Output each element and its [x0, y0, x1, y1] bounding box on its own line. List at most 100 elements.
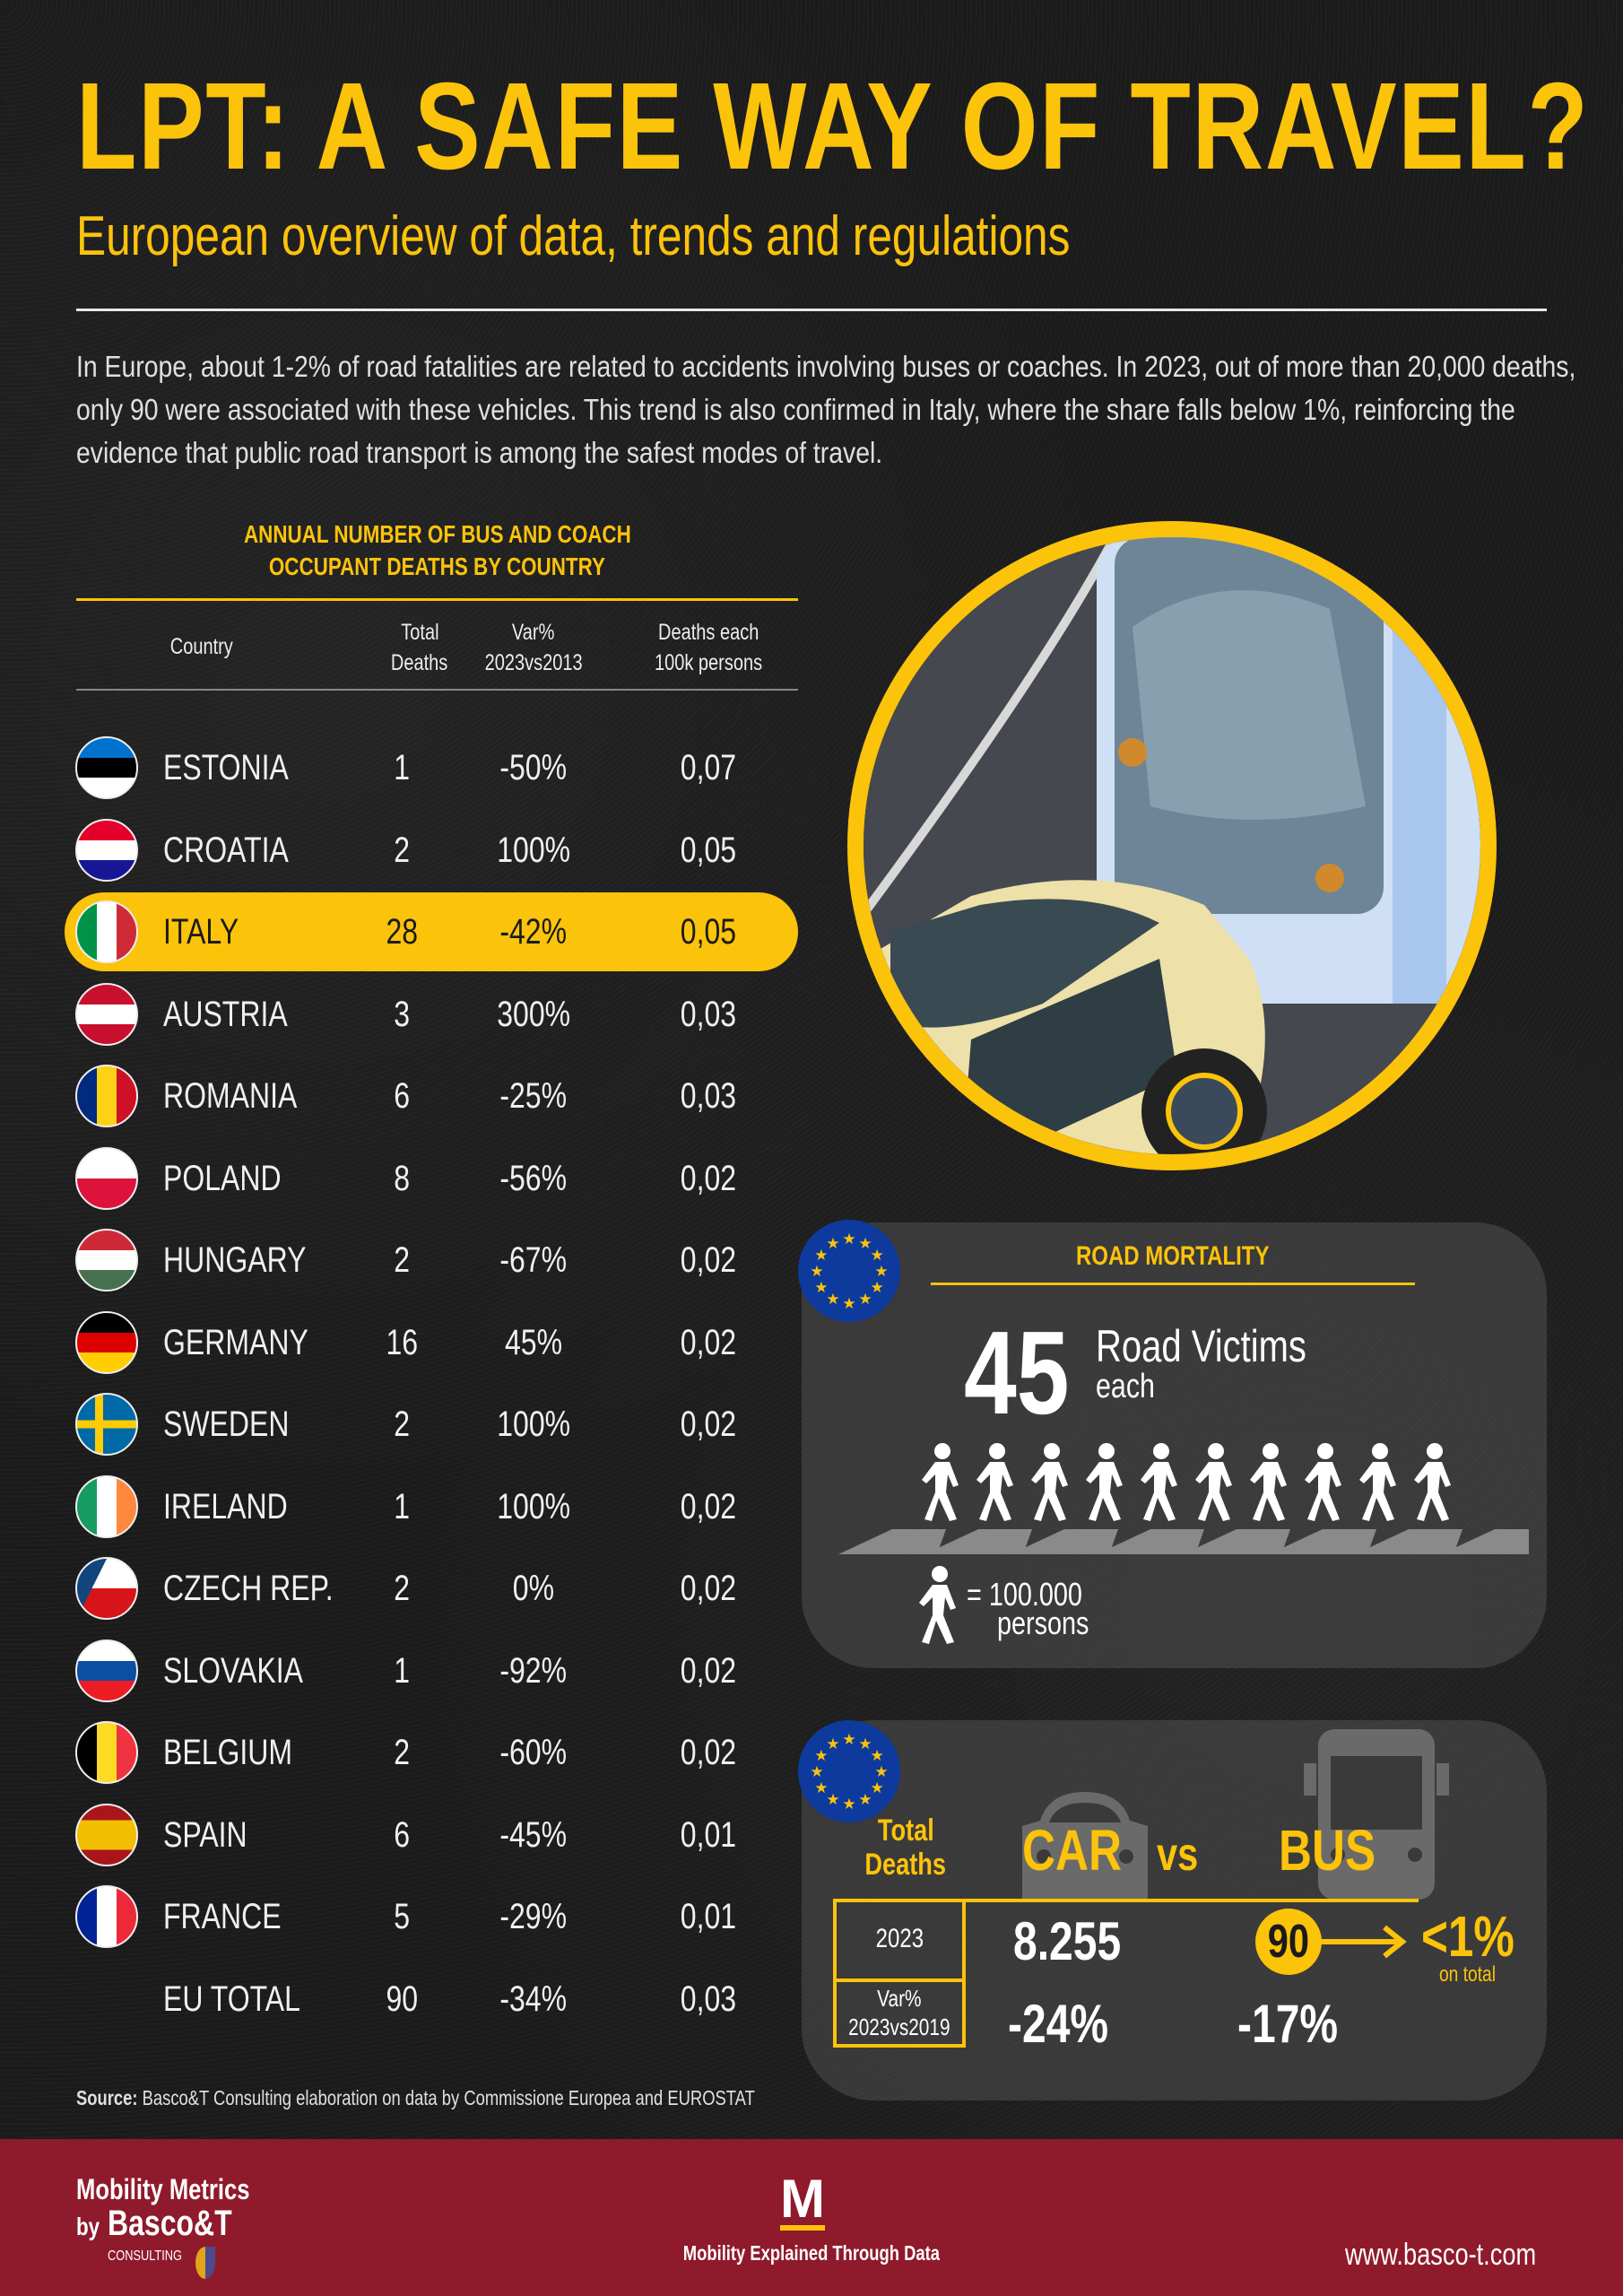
- accident-illustration: [847, 521, 1497, 1170]
- star-icon: ★: [871, 1747, 884, 1764]
- crosswalk-stripe: [1011, 1529, 1118, 1554]
- total-deaths: 28: [386, 912, 418, 952]
- total-deaths: 16: [386, 1322, 418, 1362]
- deaths-per-100k: 0,03: [680, 1979, 737, 2019]
- car-icon: [1022, 1792, 1148, 1900]
- flag-poland-icon: [75, 1146, 138, 1210]
- table-divider: [76, 598, 798, 601]
- country-name: BELGIUM: [163, 1733, 293, 1772]
- table-row: SWEDEN 2 100% 0,02: [65, 1385, 798, 1464]
- header-var: Var% 2023vs2013: [484, 620, 583, 675]
- star-icon: ★: [874, 1263, 888, 1280]
- pedestrian-legend-icon: [919, 1566, 956, 1644]
- source-label: Source:: [76, 2086, 138, 2109]
- crosswalk-stripe: [1441, 1529, 1529, 1554]
- header-divider: [76, 689, 798, 691]
- road-mortality-title: ROAD MORTALITY: [1076, 1241, 1270, 1271]
- pedestrian-icon: [1086, 1443, 1123, 1521]
- star-icon: ★: [858, 1735, 872, 1752]
- var-percent: -45%: [499, 1814, 568, 1855]
- victims-each: each: [1096, 1368, 1155, 1405]
- var-percent: 100%: [497, 1486, 570, 1526]
- vs-label: vs: [1157, 1829, 1199, 1881]
- var-percent: -29%: [499, 1897, 568, 1936]
- table-row: ESTONIA 1 -50% 0,07: [65, 728, 798, 807]
- total-deaths: 2: [394, 1240, 410, 1280]
- star-icon: ★: [810, 1763, 823, 1780]
- var-percent: 0%: [512, 1569, 555, 1608]
- deaths-per-100k: 0,05: [680, 830, 737, 870]
- row-label-box: [833, 1899, 966, 2048]
- var-percent: -25%: [499, 1076, 568, 1116]
- flag-italy-icon: [75, 900, 138, 963]
- deaths-per-100k: 0,01: [680, 1814, 737, 1855]
- country-name: SPAIN: [163, 1814, 247, 1855]
- victims-number: 45: [964, 1307, 1070, 1439]
- source-text: Basco&T Consulting elaboration on data b…: [137, 2086, 755, 2109]
- table-title: ANNUAL NUMBER OF BUS AND COACH OCCUPANT …: [243, 520, 631, 580]
- total-deaths: 1: [394, 1650, 410, 1691]
- flag-austria-icon: [75, 982, 138, 1046]
- star-icon: ★: [826, 1291, 839, 1308]
- country-name: SLOVAKIA: [163, 1650, 303, 1691]
- var-percent: -60%: [499, 1733, 568, 1772]
- star-icon: ★: [814, 1747, 828, 1764]
- intro-paragraph: In Europe, about 1-2% of road fatalities…: [76, 350, 1576, 469]
- star-icon: ★: [826, 1791, 839, 1808]
- page-title: LPT: A SAFE WAY OF TRAVEL?: [76, 57, 1590, 196]
- deaths-per-100k: 0,01: [680, 1897, 737, 1936]
- star-icon: ★: [858, 1791, 872, 1808]
- table-row: AUSTRIA 3 300% 0,03: [65, 975, 798, 1054]
- total-deaths: 2: [394, 1405, 410, 1444]
- pedestrian-crossing: [838, 1443, 1529, 1554]
- source-note: Source: Basco&T Consulting elaboration o…: [76, 2086, 924, 2110]
- country-name: CROATIA: [163, 830, 289, 870]
- flag-czechrep-icon: [75, 1557, 138, 1620]
- flag-croatia-icon: [75, 818, 138, 882]
- star-icon: ★: [871, 1247, 884, 1264]
- var-percent: 100%: [497, 830, 570, 870]
- country-name: IRELAND: [163, 1486, 288, 1526]
- table-row: ITALY 28 -42% 0,05: [65, 892, 798, 971]
- total-deaths: 6: [394, 1076, 410, 1116]
- deaths-per-100k: 0,05: [680, 912, 737, 952]
- deaths-per-100k: 0,02: [680, 1405, 737, 1444]
- flag-belgium-icon: [75, 1721, 138, 1784]
- star-icon: ★: [814, 1247, 828, 1264]
- deaths-per-100k: 0,02: [680, 1322, 737, 1362]
- pedestrian-icon: [1250, 1443, 1287, 1521]
- pedestrian-icon: [922, 1443, 959, 1521]
- eu-flag-icon: ★ ★ ★ ★ ★ ★ ★ ★ ★ ★ ★ ★: [798, 1220, 900, 1322]
- pedestrian-icon: [1141, 1443, 1177, 1521]
- mobility-metrics-logo: M: [780, 2169, 825, 2231]
- brand-by: by: [76, 2213, 100, 2240]
- country-name: ROMANIA: [163, 1076, 298, 1116]
- total-deaths-label: Total Deaths: [864, 1813, 947, 1882]
- country-name: AUSTRIA: [163, 994, 288, 1034]
- header-total-deaths: Total Deaths: [391, 620, 448, 675]
- car-label: CAR: [1022, 1818, 1122, 1883]
- table-row: SPAIN 6 -45% 0,01: [65, 1796, 798, 1874]
- website-link[interactable]: www.basco-t.com: [1345, 2238, 1537, 2272]
- deaths-per-100k: 0,02: [680, 1650, 737, 1691]
- var-percent: -56%: [499, 1158, 568, 1198]
- brand-name: Mobility Metrics: [76, 2173, 250, 2205]
- deaths-per-100k: 0,02: [680, 1486, 737, 1526]
- table-total-row: EU TOTAL 90 -34% 0,03: [65, 1960, 798, 2039]
- country-name: ESTONIA: [163, 748, 289, 787]
- bus-label: BUS: [1279, 1818, 1376, 1883]
- total-deaths: 90: [386, 1979, 418, 2019]
- crosswalk-stripe: [1355, 1529, 1462, 1554]
- star-icon: ★: [810, 1263, 823, 1280]
- table-row: GERMANY 16 45% 0,02: [65, 1303, 798, 1382]
- star-icon: ★: [874, 1763, 888, 1780]
- row-label-divider: [833, 1979, 966, 1982]
- flag-sweden-icon: [75, 1393, 138, 1456]
- pedestrian-icon: [976, 1443, 1013, 1521]
- total-deaths: 6: [394, 1814, 410, 1855]
- comparison-line: [966, 1899, 1419, 1902]
- table-row: ROMANIA 6 -25% 0,03: [65, 1057, 798, 1135]
- bus-share-note: on total: [1439, 1962, 1496, 1987]
- crosswalk-stripe: [1269, 1529, 1376, 1554]
- header-rate: Deaths each 100k persons: [654, 620, 763, 675]
